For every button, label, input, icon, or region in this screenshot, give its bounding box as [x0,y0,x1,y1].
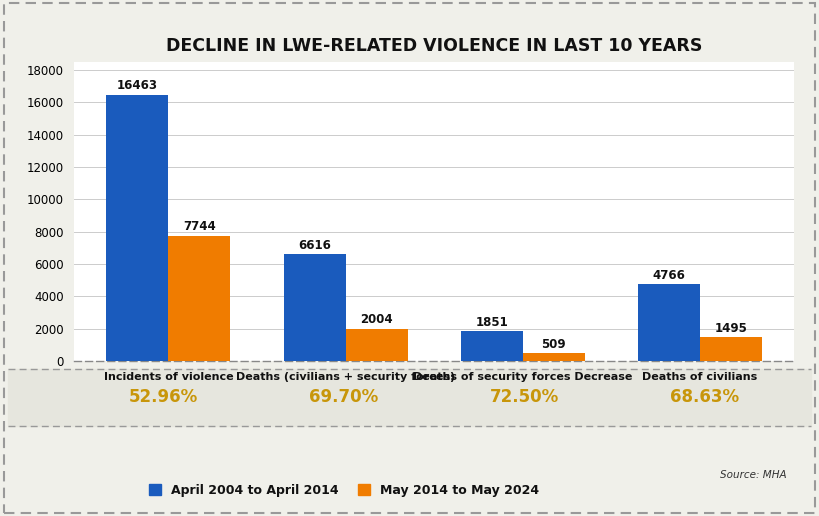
Bar [106,95,169,361]
Bar [523,353,585,361]
Legend: April 2004 to April 2014, May 2014 to May 2024: April 2004 to April 2014, May 2014 to Ma… [149,484,539,497]
Bar [638,284,699,361]
Text: 7744: 7744 [183,220,216,234]
Text: 52.96%: 52.96% [129,389,198,406]
Text: 69.70%: 69.70% [310,389,378,406]
Bar [346,329,408,361]
Bar [699,337,762,361]
Text: Source: MHA: Source: MHA [720,470,786,480]
Text: 16463: 16463 [117,79,158,92]
Text: 6616: 6616 [298,239,331,252]
Title: DECLINE IN LWE-RELATED VIOLENCE IN LAST 10 YEARS: DECLINE IN LWE-RELATED VIOLENCE IN LAST … [166,37,702,55]
Text: 1851: 1851 [475,316,508,329]
Bar [169,236,230,361]
Text: 4766: 4766 [652,269,686,282]
Text: 72.50%: 72.50% [490,389,559,406]
Text: 2004: 2004 [360,313,393,326]
Bar [460,331,523,361]
Bar [283,254,346,361]
Text: 1495: 1495 [714,321,747,334]
Text: 509: 509 [541,337,566,350]
Text: 68.63%: 68.63% [670,389,739,406]
